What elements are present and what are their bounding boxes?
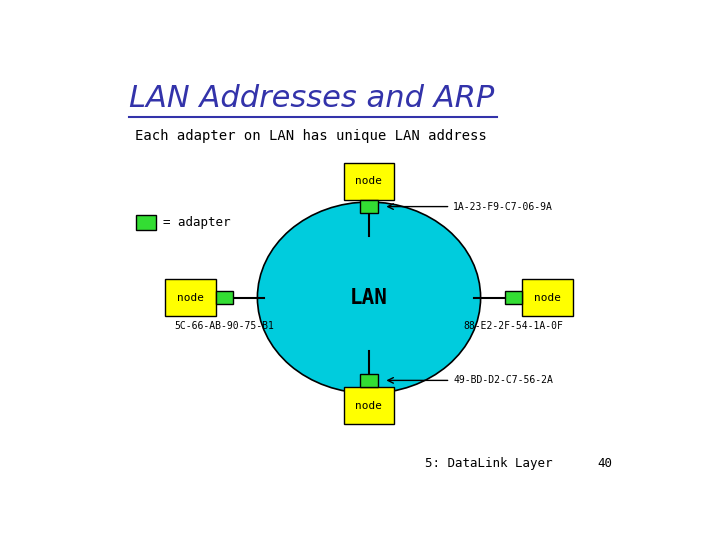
Text: node: node <box>356 401 382 411</box>
Text: node: node <box>534 293 561 302</box>
FancyBboxPatch shape <box>360 374 378 387</box>
Text: 40: 40 <box>598 457 613 470</box>
Text: LAN: LAN <box>350 288 388 308</box>
Text: node: node <box>356 176 382 186</box>
Text: 88-E2-2F-54-1A-0F: 88-E2-2F-54-1A-0F <box>464 321 564 331</box>
Text: 1A-23-F9-C7-06-9A: 1A-23-F9-C7-06-9A <box>454 201 553 212</box>
Text: 5C-66-AB-90-75-B1: 5C-66-AB-90-75-B1 <box>174 321 274 331</box>
Text: Each adapter on LAN has unique LAN address: Each adapter on LAN has unique LAN addre… <box>135 129 487 143</box>
Text: 5: DataLink Layer: 5: DataLink Layer <box>425 457 552 470</box>
Text: = adapter: = adapter <box>163 217 230 230</box>
Text: node: node <box>177 293 204 302</box>
FancyBboxPatch shape <box>344 163 394 200</box>
FancyBboxPatch shape <box>166 279 215 316</box>
FancyBboxPatch shape <box>505 291 523 305</box>
FancyBboxPatch shape <box>136 215 156 230</box>
FancyBboxPatch shape <box>344 387 394 424</box>
Text: LAN Addresses and ARP: LAN Addresses and ARP <box>129 84 495 112</box>
FancyBboxPatch shape <box>215 291 233 305</box>
Text: 49-BD-D2-C7-56-2A: 49-BD-D2-C7-56-2A <box>454 375 553 386</box>
Ellipse shape <box>258 202 481 393</box>
FancyBboxPatch shape <box>360 200 378 213</box>
FancyBboxPatch shape <box>523 279 572 316</box>
